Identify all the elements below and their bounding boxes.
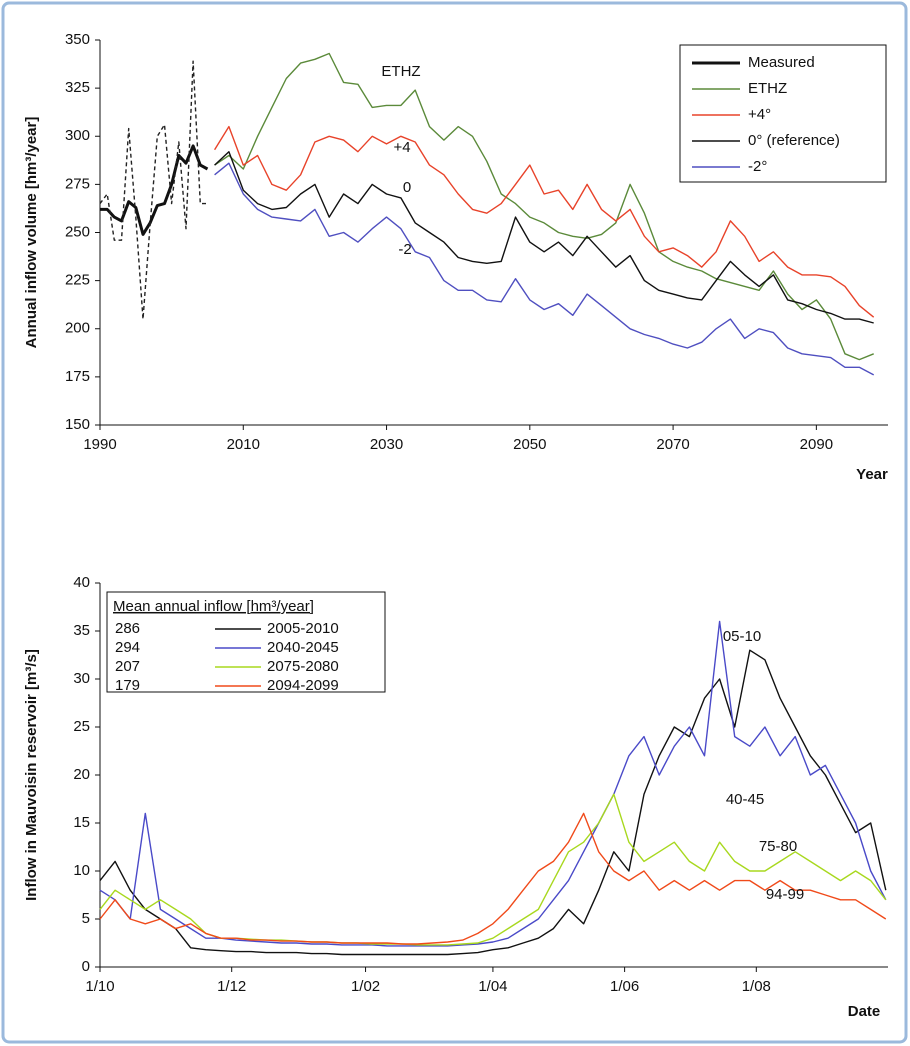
- x-tick-label: 1/06: [610, 978, 639, 995]
- y-tick-label: 225: [65, 272, 90, 289]
- y-axis-title: Inflow in Mauvoisin reservoir [m³/s]: [23, 649, 40, 901]
- y-tick-label: 200: [65, 320, 90, 337]
- y-tick-label: 40: [73, 574, 90, 591]
- x-tick-label: 2070: [656, 436, 689, 453]
- x-tick-label: 2030: [370, 436, 403, 453]
- series-line: [214, 52, 874, 361]
- series-line: [99, 649, 887, 956]
- legend-label: 2040-2045: [267, 639, 339, 656]
- legend-label: -2°: [748, 158, 767, 175]
- x-axis-title: Date: [848, 1003, 881, 1020]
- series-line: [99, 620, 887, 947]
- legend-inflow: 179: [115, 677, 140, 694]
- legend-label: 2075-2080: [267, 658, 339, 675]
- y-tick-label: 350: [65, 31, 90, 48]
- legend-label: 2005-2010: [267, 620, 339, 637]
- legend-box: [106, 591, 386, 693]
- y-tick-label: 10: [73, 862, 90, 879]
- annotation: ETHZ: [381, 63, 420, 80]
- annotation: 94-99: [766, 886, 804, 903]
- y-tick-label: 275: [65, 175, 90, 192]
- legend-inflow: 207: [115, 658, 140, 675]
- series-line: [214, 125, 875, 318]
- y-tick-label: 5: [82, 910, 90, 927]
- x-tick-label: 1990: [83, 436, 116, 453]
- annotation: 05-10: [723, 628, 761, 645]
- y-axis-title: Annual inflow volume [hm³/year]: [23, 117, 40, 349]
- x-tick-label: 1/12: [217, 978, 246, 995]
- legend-box: [679, 44, 887, 183]
- x-tick-label: 1/02: [351, 978, 380, 995]
- y-tick-label: 35: [73, 622, 90, 639]
- y-tick-label: 300: [65, 127, 90, 144]
- y-tick-label: 30: [73, 670, 90, 687]
- y-tick-label: 0: [82, 958, 90, 975]
- y-tick-label: 175: [65, 368, 90, 385]
- x-tick-label: 2050: [513, 436, 546, 453]
- y-tick-label: 250: [65, 223, 90, 240]
- annotation: 75-80: [759, 838, 797, 855]
- y-tick-label: 20: [73, 766, 90, 783]
- series-line: [214, 162, 875, 376]
- x-tick-label: 2010: [227, 436, 260, 453]
- legend-label: 0° (reference): [748, 132, 840, 149]
- annotation: 0: [403, 179, 411, 196]
- legend-label: ETHZ: [748, 80, 787, 97]
- series-line: [99, 812, 887, 945]
- y-tick-label: 15: [73, 814, 90, 831]
- x-tick-label: 2090: [800, 436, 833, 453]
- x-tick-label: 1/04: [478, 978, 507, 995]
- annotation: +4: [393, 139, 410, 156]
- legend-label: +4°: [748, 106, 771, 123]
- y-tick-label: 325: [65, 79, 90, 96]
- y-tick-label: 25: [73, 718, 90, 735]
- series-line: [214, 151, 874, 324]
- series-line: [99, 60, 208, 320]
- x-tick-label: 1/08: [742, 978, 771, 995]
- legend-inflow: 286: [115, 620, 140, 637]
- annotation: 40-45: [726, 791, 764, 808]
- y-tick-label: 150: [65, 416, 90, 433]
- legend-inflow: 294: [115, 639, 140, 656]
- legend-title: Mean annual inflow [hm³/year]: [113, 598, 314, 615]
- x-tick-label: 1/10: [85, 978, 114, 995]
- x-axis-title: Year: [856, 466, 888, 483]
- legend-label: Measured: [748, 54, 815, 71]
- annotation: -2: [398, 241, 411, 258]
- legend-label: 2094-2099: [267, 677, 339, 694]
